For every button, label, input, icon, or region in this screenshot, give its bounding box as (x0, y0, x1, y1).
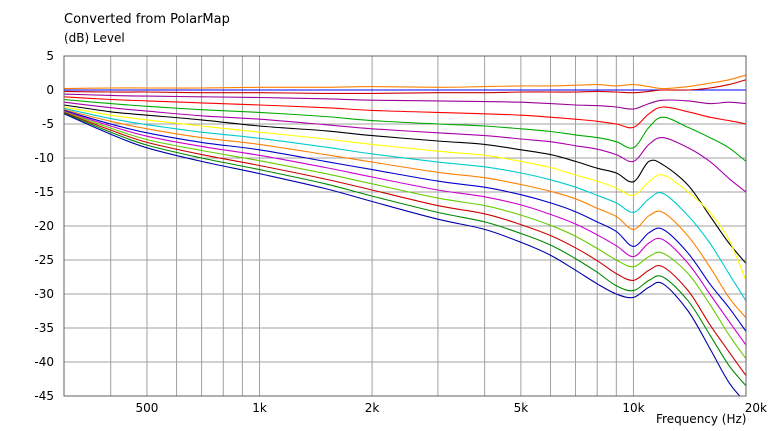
chart-title: Converted from PolarMap (64, 12, 230, 27)
series-line-11 (64, 109, 746, 332)
series-line-6 (64, 101, 746, 193)
plot-frame (63, 55, 747, 397)
series-line-10 (64, 109, 746, 319)
x-tick-label: 1k (252, 401, 267, 415)
plot-border (63, 55, 747, 397)
series-line-1 (64, 74, 746, 90)
y-tick-label: -30 (34, 287, 54, 301)
series-line-3 (64, 93, 746, 110)
series-line-7 (64, 104, 746, 264)
y-tick-label: -35 (34, 321, 54, 335)
x-tick-labels: 500 1k 2k 5k 10k 20k (136, 401, 768, 415)
series-line-4 (64, 96, 746, 129)
x-tick-label: 20k (745, 401, 767, 415)
y-tick-label: 5 (46, 49, 54, 63)
series-line-12 (64, 110, 746, 346)
y-tick-label: -40 (34, 355, 54, 369)
x-tick-label: 5k (514, 401, 529, 415)
series-lines (64, 74, 746, 396)
y-tick-labels: 5 0 -5 -10 -15 -20 -25 -30 -35 -40 -45 (34, 49, 54, 403)
y-axis-label: (dB) Level (64, 31, 125, 45)
x-axis-label: Frequency (Hz) (656, 412, 747, 426)
series-line-15 (64, 112, 746, 387)
series-line-8 (64, 106, 746, 281)
series-line-14 (64, 111, 746, 376)
y-tick-label: -15 (34, 185, 54, 199)
series-line-13 (64, 111, 746, 359)
series-line-9 (64, 107, 746, 302)
y-tick-label: -5 (42, 117, 54, 131)
y-tick-label: 0 (46, 83, 54, 97)
series-line-2 (64, 79, 746, 95)
x-tick-label: 500 (136, 401, 159, 415)
y-tick-label: -45 (34, 389, 54, 403)
x-tick-label: 10k (622, 401, 644, 415)
y-tick-label: -25 (34, 253, 54, 267)
x-tick-label: 2k (365, 401, 380, 415)
y-tick-label: -10 (34, 151, 54, 165)
series-line-16 (64, 113, 741, 396)
series-line-5 (64, 98, 746, 162)
y-tick-label: -20 (34, 219, 54, 233)
